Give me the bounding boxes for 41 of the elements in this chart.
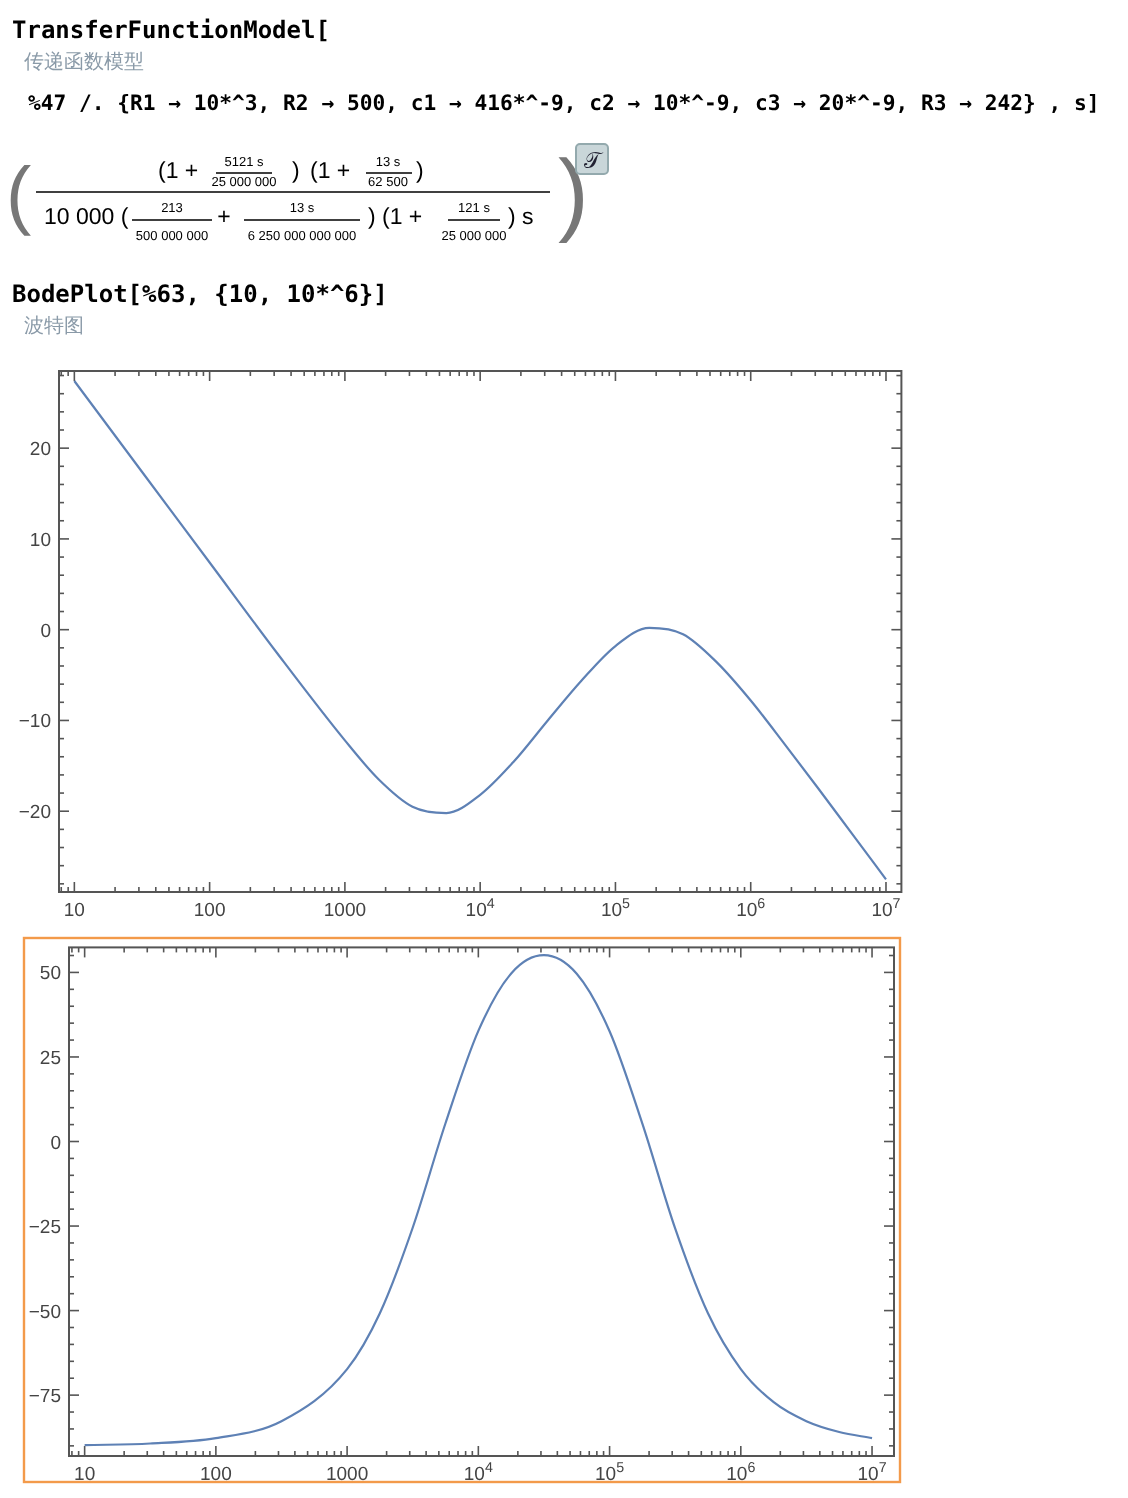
- x-tick-label: 10$^{5}$: [600, 896, 631, 922]
- x-tick-label: 1000: [325, 1464, 369, 1486]
- x-tick-label: 10$^{4}$: [463, 1460, 493, 1486]
- x-tick-label: 10: [63, 900, 85, 922]
- x-tick-label: 10$^{5}$: [595, 1460, 625, 1486]
- y-tick-label: −20: [18, 802, 51, 825]
- y-tick-label: 20: [29, 439, 51, 462]
- x-tick-label: 100: [193, 900, 226, 922]
- x-tick-label: 100: [200, 1464, 232, 1486]
- x-tick-label: 10: [74, 1464, 96, 1486]
- text: TransferFunctionModel[: [12, 16, 330, 44]
- x-tick-label: 10$^{6}$: [726, 1460, 756, 1486]
- text: 传递函数模型: [24, 50, 144, 74]
- text: %47 /. {R1 → 10*^3, R2 → 500, c1 → 416*^-9, c2 → 10*^-9, c3 → 20*^-9, R3 → 242} , s]: [28, 92, 1100, 116]
- x-tick-label: 10$^{6}$: [736, 896, 766, 922]
- text: (1 +: [310, 160, 351, 184]
- text: ): [416, 160, 424, 184]
- text: +: [217, 206, 232, 230]
- y-tick-label: −10: [18, 711, 51, 734]
- text: ) s: [508, 206, 535, 230]
- y-tick-label: 10: [29, 529, 51, 552]
- x-tick-label: 1000: [323, 900, 367, 922]
- text: BodePlot[%63, {10, 10*^6}]: [12, 280, 388, 308]
- x-tick-label: 10$^{7}$: [857, 1460, 887, 1486]
- y-tick-label: −75: [28, 1386, 61, 1409]
- text: 波特图: [24, 314, 84, 338]
- text: ): [368, 206, 376, 230]
- y-tick-label: 0: [40, 620, 51, 643]
- x-tick-label: 10$^{7}$: [871, 896, 901, 922]
- text: (1 +: [382, 206, 423, 230]
- y-tick-label: 0: [50, 1132, 61, 1155]
- y-tick-label: −50: [28, 1301, 61, 1324]
- y-tick-label: −25: [28, 1217, 61, 1240]
- text: 10 000 (: [44, 206, 129, 230]
- y-tick-label: 50: [39, 963, 61, 986]
- text: 𝒯: [584, 148, 604, 174]
- y-tick-label: 25: [39, 1047, 61, 1070]
- text: (: [6, 154, 32, 238]
- text: ): [292, 160, 300, 184]
- text: (1 +: [158, 160, 199, 184]
- x-tick-label: 10$^{4}$: [465, 896, 495, 922]
